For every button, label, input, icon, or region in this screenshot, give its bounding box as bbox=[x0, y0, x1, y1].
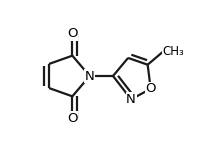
Text: N: N bbox=[126, 93, 136, 106]
Text: CH₃: CH₃ bbox=[163, 45, 184, 58]
Text: O: O bbox=[67, 112, 78, 125]
Text: O: O bbox=[146, 82, 156, 95]
Text: N: N bbox=[85, 69, 95, 83]
Text: O: O bbox=[67, 27, 78, 40]
